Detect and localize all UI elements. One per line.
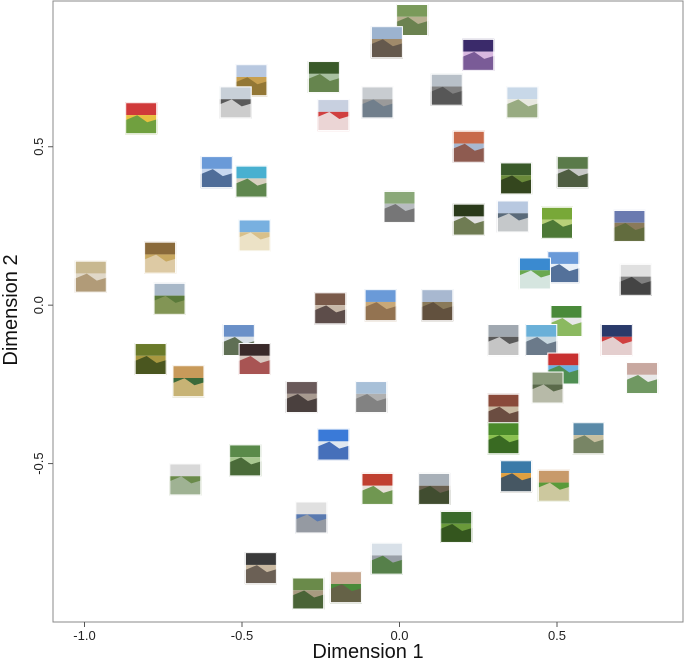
thumbnail-stadium-night (462, 38, 495, 71)
thumbnail-aerial-town (572, 422, 605, 455)
thumbnail-pavilion (487, 393, 520, 426)
thumbnail-tractor (329, 571, 362, 604)
thumbnail-road-crossing (219, 86, 252, 119)
thumbnail-smoke-stack (619, 263, 652, 296)
thumbnail-sculpture (295, 501, 328, 534)
thumbnail-carousel (238, 343, 271, 376)
thumbnail-parking-lot (370, 542, 403, 575)
thumbnail-gothic-building (487, 324, 520, 357)
thumbnail-cottage (418, 472, 451, 505)
x-tick-label: -1.0 (73, 628, 95, 643)
thumbnail-cemetery (169, 463, 202, 496)
thumbnail-canyon (452, 130, 485, 163)
thumbnail-sports-field (550, 305, 583, 338)
thumbnail-highway (430, 73, 463, 106)
thumbnail-playground (144, 241, 177, 274)
thumbnail-pier (200, 156, 233, 189)
thumbnail-amusement-ride (496, 200, 529, 233)
thumbnail-baseball-field (537, 469, 570, 502)
thumbnail-temple-garden (531, 371, 564, 404)
thumbnail-restaurant (314, 292, 347, 325)
x-tick-label: 0.0 (390, 628, 408, 643)
thumbnail-points (74, 4, 659, 610)
thumbnail-ornate-facade (172, 365, 205, 398)
thumbnail-garden (556, 156, 589, 189)
thumbnail-mountain-lake (518, 257, 551, 290)
thumbnail-pyramid (74, 260, 107, 293)
thumbnail-shop-front (317, 99, 350, 132)
thumbnail-cafe-interior (244, 552, 277, 585)
thumbnail-city-street (370, 26, 403, 59)
thumbnail-stage-lights (600, 324, 633, 357)
thumbnail-field-trees (153, 282, 186, 315)
y-axis-title: Dimension 2 (0, 254, 22, 365)
plot-frame (52, 0, 684, 623)
thumbnail-running-track (361, 472, 394, 505)
x-axis-ticks: -1.0 -0.5 0.0 0.5 (73, 622, 566, 643)
thumbnail-coral-reef (500, 460, 533, 493)
thumbnail-ruins (285, 381, 318, 414)
thumbnail-desert (364, 289, 397, 322)
thumbnail-waterfall (307, 61, 340, 94)
thumbnail-park-trees (229, 444, 262, 477)
thumbnail-forest (500, 162, 533, 195)
thumbnail-garden-path (487, 422, 520, 455)
thumbnail-golf-course (541, 206, 573, 239)
y-axis-ticks: -0.5 0.0 0.5 (31, 138, 53, 475)
thumbnail-house (626, 362, 659, 395)
thumbnail-castle (613, 209, 646, 242)
thumbnail-basketball-court (317, 428, 350, 461)
x-tick-label: -0.5 (231, 628, 253, 643)
thumbnail-phone-booth (292, 577, 325, 610)
y-tick-label: 0.0 (31, 296, 46, 314)
thumbnail-swamp (134, 343, 167, 376)
thumbnail-jungle (440, 510, 473, 543)
y-tick-label: -0.5 (31, 452, 46, 474)
thumbnail-amphitheater (361, 86, 394, 119)
thumbnail-runway (383, 190, 416, 223)
thumbnail-farm-field (396, 4, 429, 37)
x-axis-title: Dimension 1 (312, 641, 423, 661)
y-tick-label: 0.5 (31, 138, 46, 156)
x-tick-label: 0.5 (548, 628, 566, 643)
thumbnail-church (506, 86, 539, 119)
thumbnail-pool (235, 165, 268, 198)
thumbnail-abstract-blue (547, 251, 580, 284)
thumbnail-skate-park (355, 381, 388, 414)
thumbnail-gazebo (525, 324, 558, 357)
thumbnail-construction (421, 289, 454, 322)
thumbnail-market-stall (125, 102, 158, 135)
thumbnail-rollercoaster (452, 203, 485, 236)
thumbnail-beach (238, 219, 271, 252)
